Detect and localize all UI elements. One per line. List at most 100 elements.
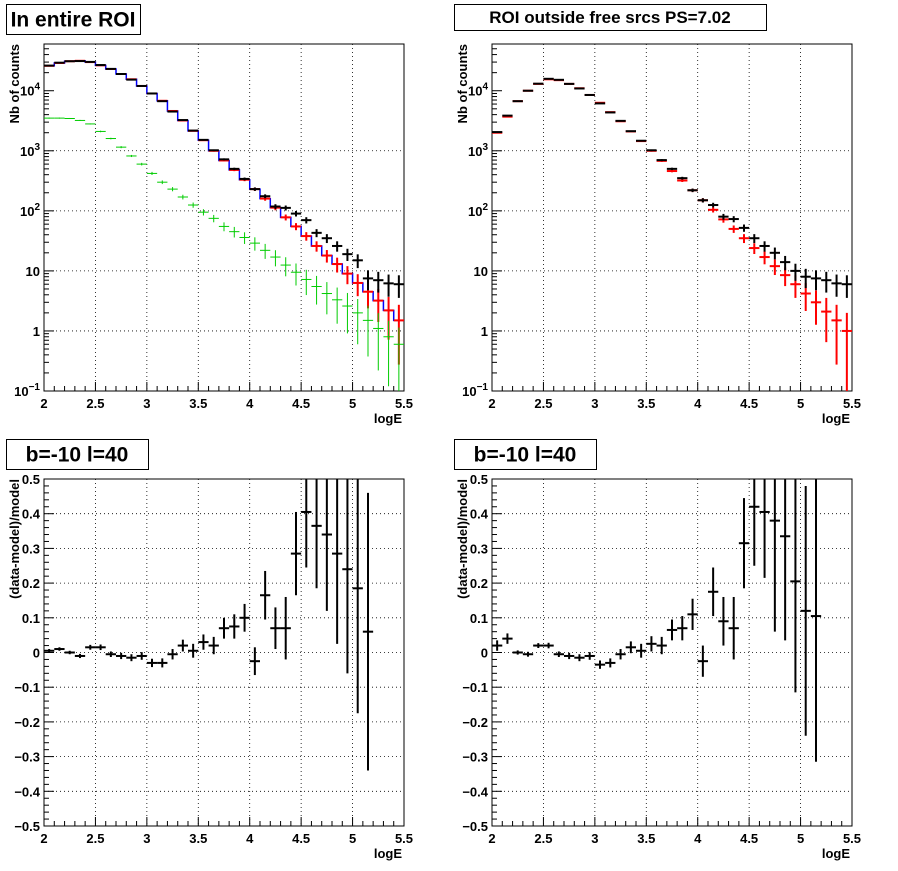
y-axis-title: (data-model)/model [7, 479, 22, 599]
x-axis-title: logE [822, 411, 850, 426]
data-point [708, 207, 719, 213]
panel-title: In entire ROI [11, 9, 136, 32]
data-point [64, 650, 75, 655]
data-point [512, 650, 523, 655]
x-tick-label: 3 [591, 831, 598, 846]
y-tick-label: 0.5 [470, 472, 488, 487]
data-point [821, 297, 832, 343]
data-point [260, 570, 271, 620]
y-tick-label: 0.1 [470, 611, 488, 626]
series-3 [44, 117, 404, 391]
data-point [383, 274, 394, 297]
data-point [677, 616, 688, 641]
y-tick-label: 1 [481, 324, 488, 339]
data-point [239, 232, 250, 244]
plot-frame [491, 43, 853, 392]
y-tick-label: 0.4 [22, 507, 41, 522]
data-point [697, 645, 708, 677]
data-point [74, 119, 86, 121]
data-point [687, 188, 698, 193]
y-tick-label: 104 [20, 82, 40, 99]
y-tick-label: 0.2 [470, 576, 488, 591]
data-point [393, 275, 404, 298]
y-tick-label: 0.3 [22, 541, 40, 556]
data-point [311, 275, 322, 305]
data-point [126, 654, 137, 662]
panel-title-box: b=-10 l=40 [454, 439, 597, 470]
data-point [260, 243, 271, 259]
x-tick-label: 2 [40, 396, 47, 411]
data-point [362, 492, 374, 771]
data-point [177, 194, 188, 200]
chart-panel-2: 2 2.5 3 3.5 4 4.5 5 5.5 10−1 1 10 102 103 104 ROI outs… [454, 4, 861, 426]
data-point [321, 234, 332, 244]
data-point [270, 204, 281, 210]
data-point [188, 129, 199, 132]
data-point [198, 634, 209, 650]
x-tick-label: 2.5 [86, 396, 104, 411]
data-point [584, 93, 595, 96]
data-point [198, 209, 209, 216]
x-tick-label: 3 [143, 396, 150, 411]
data-point [290, 263, 302, 286]
x-tick-label: 2 [40, 831, 47, 846]
data-point [800, 485, 811, 736]
data-point [218, 222, 230, 232]
y-tick-label: 103 [468, 142, 488, 159]
data-point [188, 643, 199, 658]
data-point [759, 479, 770, 578]
data-point [290, 511, 302, 596]
panel-title-box: In entire ROI [6, 4, 141, 35]
data-point [352, 254, 363, 269]
panel-title: ROI outside free srcs PS=7.02 [489, 8, 730, 27]
x-tick-label: 3.5 [637, 396, 655, 411]
y-tick-label: −0.3 [462, 750, 488, 765]
data-point [332, 287, 343, 324]
data-point [229, 167, 240, 171]
data-point [543, 642, 554, 649]
data-point [157, 100, 168, 103]
data-point [728, 225, 739, 233]
data-point [218, 617, 230, 639]
data-point [157, 658, 168, 668]
data-point [157, 180, 168, 185]
data-point [728, 216, 739, 223]
data-point [636, 643, 647, 658]
data-point [656, 636, 667, 655]
data-point [239, 603, 250, 632]
data-point [594, 660, 606, 669]
data-point [136, 652, 147, 660]
panel-title-box: b=-10 l=40 [6, 439, 149, 470]
x-tick-label: 5 [349, 831, 356, 846]
data-point [687, 598, 698, 630]
y-tick-label: 0.2 [22, 576, 40, 591]
data-point [615, 649, 626, 660]
data-point [728, 596, 739, 660]
x-tick-label: 3 [591, 396, 598, 411]
data-point [697, 198, 708, 203]
data-point [301, 269, 312, 296]
data-point [54, 117, 65, 119]
x-tick-label: 2.5 [534, 831, 552, 846]
y-tick-label: 0 [481, 646, 488, 661]
data-point [810, 290, 822, 325]
y-tick-label: −0.5 [462, 819, 488, 834]
data-point [352, 274, 363, 297]
data-point [646, 636, 657, 652]
data-point [208, 149, 219, 152]
data-point [229, 614, 240, 639]
y-tick-label: 0.3 [470, 541, 488, 556]
data-point [790, 263, 801, 281]
x-tick-label: 3 [143, 831, 150, 846]
data-point [574, 654, 585, 662]
data-point [280, 205, 291, 211]
data-point [564, 652, 575, 660]
data-point [116, 652, 127, 660]
data-point [64, 117, 75, 120]
x-tick-label: 3.5 [189, 396, 207, 411]
data-point [44, 649, 55, 653]
data-point [677, 176, 688, 180]
series-1 [44, 479, 374, 771]
plot-frame [43, 43, 405, 392]
data-point [810, 270, 822, 291]
